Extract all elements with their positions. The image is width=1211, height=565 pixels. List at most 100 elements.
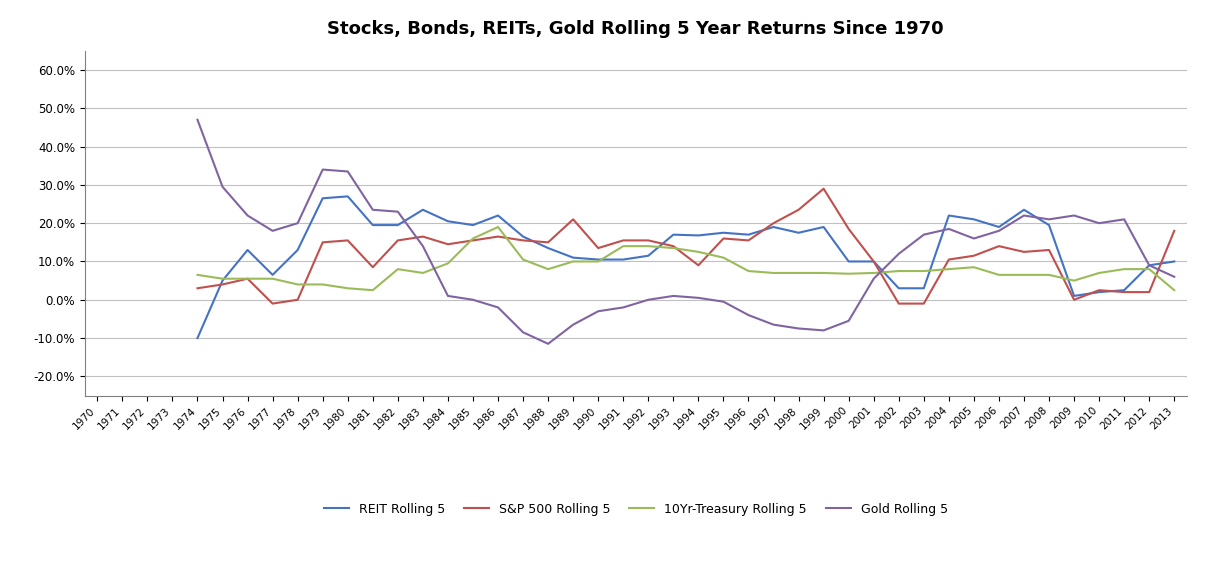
Gold Rolling 5: [741, 312, 756, 319]
Line: REIT Rolling 5: REIT Rolling 5: [197, 197, 1175, 338]
S&P 500 Rolling 5: [1041, 246, 1056, 253]
REIT Rolling 5: [591, 256, 606, 263]
10Yr-Treasury Rolling 5: [966, 264, 981, 271]
10Yr-Treasury Rolling 5: [315, 281, 329, 288]
Gold Rolling 5: [641, 297, 655, 303]
Gold Rolling 5: [866, 275, 880, 282]
Gold Rolling 5: [366, 206, 380, 213]
10Yr-Treasury Rolling 5: [1167, 287, 1182, 294]
10Yr-Treasury Rolling 5: [741, 268, 756, 275]
S&P 500 Rolling 5: [1142, 289, 1157, 295]
Gold Rolling 5: [716, 298, 730, 305]
S&P 500 Rolling 5: [1167, 228, 1182, 234]
REIT Rolling 5: [616, 256, 631, 263]
REIT Rolling 5: [490, 212, 505, 219]
10Yr-Treasury Rolling 5: [616, 243, 631, 250]
REIT Rolling 5: [1142, 262, 1157, 269]
10Yr-Treasury Rolling 5: [816, 270, 831, 276]
S&P 500 Rolling 5: [992, 243, 1006, 250]
10Yr-Treasury Rolling 5: [791, 270, 805, 276]
S&P 500 Rolling 5: [691, 262, 706, 269]
10Yr-Treasury Rolling 5: [591, 258, 606, 265]
REIT Rolling 5: [441, 218, 455, 225]
10Yr-Treasury Rolling 5: [1142, 266, 1157, 272]
REIT Rolling 5: [340, 193, 355, 200]
10Yr-Treasury Rolling 5: [391, 266, 406, 272]
Line: Gold Rolling 5: Gold Rolling 5: [197, 120, 1175, 344]
Gold Rolling 5: [516, 329, 530, 336]
10Yr-Treasury Rolling 5: [716, 254, 730, 261]
Gold Rolling 5: [315, 166, 329, 173]
S&P 500 Rolling 5: [490, 233, 505, 240]
Gold Rolling 5: [992, 228, 1006, 234]
10Yr-Treasury Rolling 5: [917, 268, 931, 275]
10Yr-Treasury Rolling 5: [441, 260, 455, 267]
REIT Rolling 5: [791, 229, 805, 236]
Gold Rolling 5: [265, 228, 280, 234]
S&P 500 Rolling 5: [541, 239, 556, 246]
S&P 500 Rolling 5: [791, 206, 805, 213]
S&P 500 Rolling 5: [966, 253, 981, 259]
Line: S&P 500 Rolling 5: S&P 500 Rolling 5: [197, 189, 1175, 303]
REIT Rolling 5: [767, 224, 781, 231]
Gold Rolling 5: [691, 294, 706, 301]
S&P 500 Rolling 5: [816, 185, 831, 192]
REIT Rolling 5: [641, 253, 655, 259]
S&P 500 Rolling 5: [716, 235, 730, 242]
Gold Rolling 5: [1067, 212, 1081, 219]
S&P 500 Rolling 5: [315, 239, 329, 246]
10Yr-Treasury Rolling 5: [691, 249, 706, 255]
S&P 500 Rolling 5: [942, 256, 957, 263]
Gold Rolling 5: [1142, 262, 1157, 269]
10Yr-Treasury Rolling 5: [216, 275, 230, 282]
REIT Rolling 5: [541, 245, 556, 251]
S&P 500 Rolling 5: [891, 300, 906, 307]
Gold Rolling 5: [466, 297, 481, 303]
10Yr-Treasury Rolling 5: [842, 270, 856, 277]
Title: Stocks, Bonds, REITs, Gold Rolling 5 Year Returns Since 1970: Stocks, Bonds, REITs, Gold Rolling 5 Yea…: [327, 20, 945, 38]
Gold Rolling 5: [1167, 273, 1182, 280]
Gold Rolling 5: [767, 321, 781, 328]
S&P 500 Rolling 5: [340, 237, 355, 244]
10Yr-Treasury Rolling 5: [1041, 272, 1056, 279]
Gold Rolling 5: [391, 208, 406, 215]
10Yr-Treasury Rolling 5: [490, 224, 505, 231]
Gold Rolling 5: [842, 318, 856, 324]
REIT Rolling 5: [842, 258, 856, 265]
10Yr-Treasury Rolling 5: [516, 256, 530, 263]
10Yr-Treasury Rolling 5: [666, 245, 681, 251]
S&P 500 Rolling 5: [666, 243, 681, 250]
REIT Rolling 5: [992, 224, 1006, 231]
S&P 500 Rolling 5: [1117, 289, 1131, 295]
Gold Rolling 5: [616, 304, 631, 311]
REIT Rolling 5: [366, 221, 380, 228]
10Yr-Treasury Rolling 5: [767, 270, 781, 276]
Gold Rolling 5: [942, 225, 957, 232]
REIT Rolling 5: [1041, 221, 1056, 228]
10Yr-Treasury Rolling 5: [541, 266, 556, 272]
10Yr-Treasury Rolling 5: [466, 235, 481, 242]
10Yr-Treasury Rolling 5: [891, 268, 906, 275]
S&P 500 Rolling 5: [866, 258, 880, 265]
REIT Rolling 5: [291, 246, 305, 253]
S&P 500 Rolling 5: [441, 241, 455, 247]
REIT Rolling 5: [516, 233, 530, 240]
S&P 500 Rolling 5: [591, 245, 606, 251]
10Yr-Treasury Rolling 5: [992, 272, 1006, 279]
REIT Rolling 5: [240, 246, 254, 253]
10Yr-Treasury Rolling 5: [866, 270, 880, 276]
REIT Rolling 5: [1067, 293, 1081, 299]
Gold Rolling 5: [190, 116, 205, 123]
Gold Rolling 5: [216, 184, 230, 190]
REIT Rolling 5: [1017, 206, 1032, 213]
10Yr-Treasury Rolling 5: [366, 287, 380, 294]
Gold Rolling 5: [566, 321, 580, 328]
Gold Rolling 5: [1017, 212, 1032, 219]
S&P 500 Rolling 5: [741, 237, 756, 244]
Gold Rolling 5: [441, 293, 455, 299]
10Yr-Treasury Rolling 5: [641, 243, 655, 250]
S&P 500 Rolling 5: [190, 285, 205, 292]
Gold Rolling 5: [791, 325, 805, 332]
S&P 500 Rolling 5: [466, 237, 481, 244]
REIT Rolling 5: [190, 334, 205, 341]
